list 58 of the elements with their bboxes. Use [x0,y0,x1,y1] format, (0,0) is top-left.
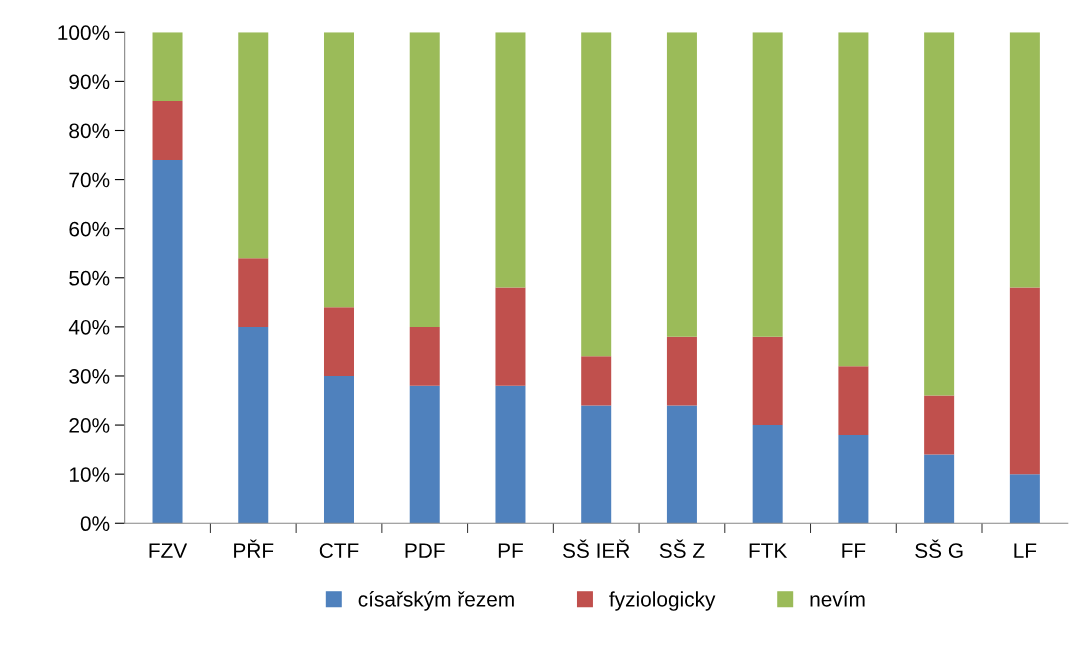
bar [409,385,440,524]
x-tick-label: SŠ G [915,539,963,559]
bar [752,32,783,337]
y-tick-label: 0% [80,516,110,532]
bar [1009,287,1040,475]
bar [666,405,697,524]
x-tick-label: FZV [149,543,188,558]
x-tick-label: PDF [405,543,445,558]
legend-label: císařským řezem [358,591,514,611]
y-tick-label: 40% [68,319,110,335]
legend-label: fyziologicky [609,591,716,611]
bar [924,454,955,524]
bar [666,336,697,406]
bar [838,32,869,367]
x-tick-label: SŠ Z [659,539,705,559]
x-tick-label: PF [498,543,523,558]
bar [1009,32,1040,288]
y-tick-label: 100% [58,25,110,41]
y-tick-label: 60% [69,221,110,237]
bar [752,336,783,426]
bar [152,32,183,102]
x-tick-label: LF [1014,543,1037,558]
y-tick-label: 30% [69,368,110,384]
bar [495,32,526,288]
bar [1009,474,1040,524]
y-tick-label: 10% [69,467,110,482]
x-tick-label: FTK [749,543,788,558]
y-tick-label: 80% [69,123,110,139]
bar [581,405,612,524]
x-tick-label: PŘF [234,539,274,558]
bar [238,258,269,327]
bar [409,326,440,386]
bar [323,32,354,308]
bar [838,366,869,435]
bar [924,32,955,396]
legend-label: nevím [810,591,865,607]
bar [666,32,697,337]
bar [238,326,269,524]
y-tick-label: 70% [69,172,110,188]
bar [409,32,440,327]
bar [495,385,526,524]
bar [495,287,526,386]
x-tick-label: FF [842,543,866,558]
y-tick-label: 20% [69,418,110,433]
y-tick-label: 50% [69,270,110,286]
bar [581,356,612,406]
bar [323,375,354,524]
y-tick-label: 90% [69,74,110,90]
bar [924,395,955,455]
bar [838,434,869,524]
bar [752,425,783,524]
bar [152,159,183,524]
bar [323,307,354,376]
bar [152,101,183,160]
bar [238,32,269,259]
x-tick-label: CTF [319,543,359,559]
x-tick-label: SŠ IEŘ [562,539,630,559]
bar [581,32,612,357]
